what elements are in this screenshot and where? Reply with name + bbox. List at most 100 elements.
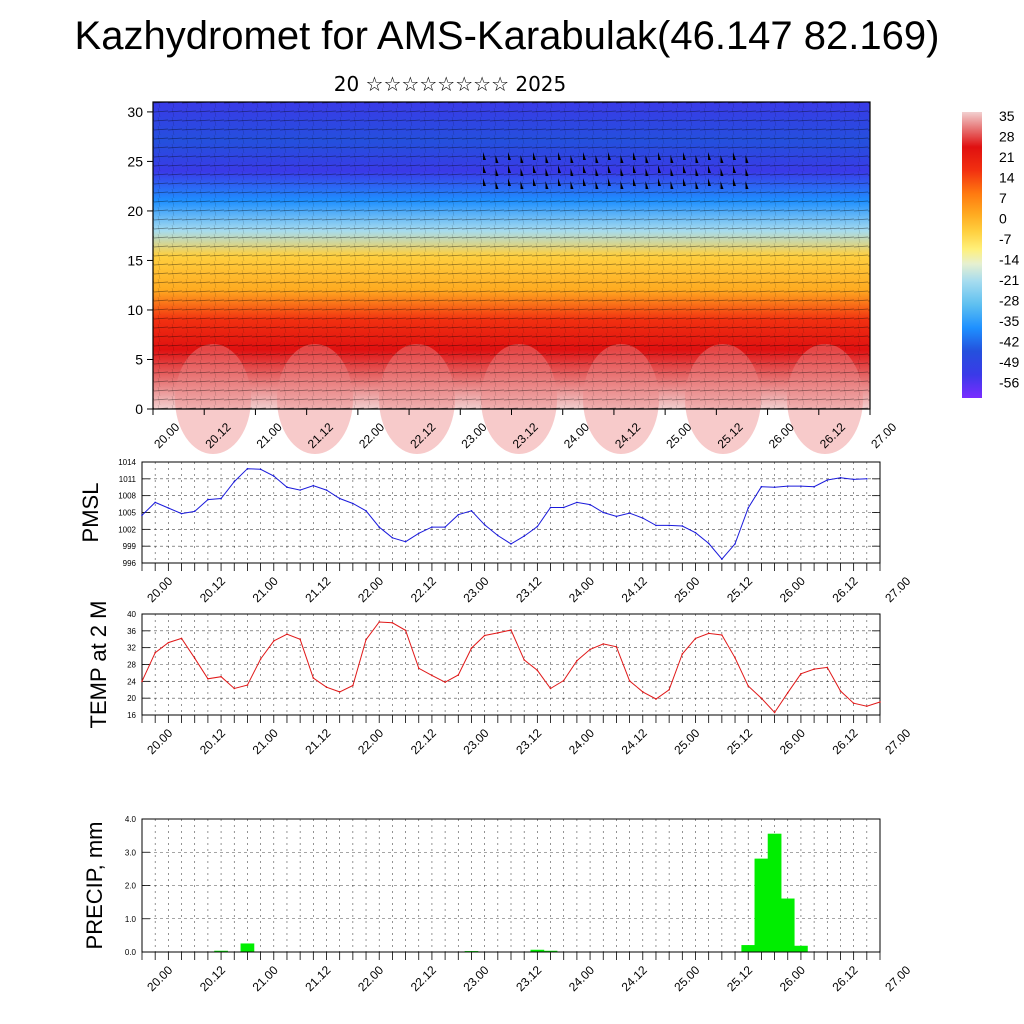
y-tick-label: 20: [127, 203, 143, 219]
x-tick-label: 26.12: [830, 726, 861, 757]
x-tick-label: 23.12: [513, 963, 544, 994]
x-tick-label: 27.00: [868, 420, 899, 451]
wind-barb: [720, 155, 724, 163]
colorbar-label: 14: [999, 170, 1015, 186]
wind-barb: [683, 165, 686, 173]
wind-barb: [570, 155, 574, 163]
wind-barb: [558, 178, 561, 186]
colorbar-label: -56: [999, 375, 1019, 391]
colorbar-label: 28: [999, 129, 1015, 145]
wind-barb: [633, 178, 636, 186]
x-tick-label: 23.00: [461, 574, 492, 605]
data-point: [444, 526, 446, 528]
precip-bar: [780, 898, 795, 953]
data-point: [615, 515, 618, 518]
data-point: [826, 479, 829, 481]
data-point: [602, 643, 605, 645]
data-point: [365, 510, 367, 512]
colorbar-label: 35: [999, 108, 1015, 124]
data-point: [325, 686, 328, 689]
data-point: [641, 691, 644, 693]
data-point: [259, 468, 262, 471]
wind-barb: [495, 168, 499, 176]
data-point: [338, 691, 341, 693]
data-point: [272, 640, 275, 642]
y-axis-label: PRECIP, mm: [82, 822, 107, 950]
wind-barb: [495, 181, 499, 189]
x-tick-label: 23.00: [459, 420, 490, 451]
data-point: [378, 621, 381, 623]
y-tick-label: 10: [127, 302, 143, 318]
x-tick-label: 23.12: [513, 574, 544, 605]
data-point: [694, 637, 697, 640]
data-point: [391, 622, 394, 624]
x-tick-label: 24.12: [619, 726, 650, 757]
x-tick-label: 24.00: [566, 574, 597, 605]
data-point: [641, 517, 644, 519]
x-tick-label: 20.12: [197, 963, 228, 994]
data-point: [852, 478, 855, 481]
data-point: [510, 543, 512, 545]
data-point: [180, 637, 183, 640]
y-tick-label: 28: [127, 661, 136, 670]
wind-barb: [733, 152, 736, 160]
data-point: [773, 711, 776, 714]
data-point: [417, 532, 420, 535]
data-point: [154, 651, 156, 654]
x-tick-label: 24.00: [566, 726, 597, 757]
wind-barb: [520, 155, 524, 163]
data-point: [523, 659, 525, 661]
data-point: [141, 680, 143, 683]
x-tick-label: 22.00: [355, 574, 386, 605]
x-tick-label: 26.00: [777, 726, 808, 757]
wind-barb: [620, 155, 624, 163]
wind-barb: [545, 155, 549, 163]
y-tick-label: 36: [127, 627, 136, 636]
data-point: [615, 646, 618, 648]
wind-barb: [595, 168, 599, 176]
x-tick-label: 25.00: [671, 574, 702, 605]
data-point: [167, 507, 170, 509]
y-tick-label: 1.0: [125, 915, 137, 924]
y-tick-label: 1002: [118, 525, 136, 534]
data-point: [786, 691, 789, 694]
data-point: [536, 525, 539, 528]
wind-barb: [595, 155, 599, 163]
data-point: [655, 524, 657, 527]
y-tick-label: 2.0: [125, 882, 137, 891]
data-point: [286, 486, 288, 489]
data-point: [747, 685, 750, 687]
data-point: [510, 629, 512, 631]
wind-barb: [508, 178, 511, 186]
data-point: [352, 502, 354, 505]
wind-barb: [483, 165, 486, 173]
wind-barb: [633, 152, 636, 160]
y-tick-label: 30: [127, 104, 143, 120]
data-point: [562, 506, 565, 509]
x-tick-label: 24.12: [619, 574, 650, 605]
wind-barb: [708, 178, 711, 186]
x-tick-label: 26.12: [830, 963, 861, 994]
x-tick-label: 22.12: [408, 574, 439, 605]
data-point: [207, 498, 209, 501]
wind-barb: [658, 178, 661, 186]
data-point: [444, 681, 446, 683]
data-point: [852, 702, 855, 705]
data-point: [747, 507, 750, 509]
data-point: [655, 698, 657, 700]
x-tick-label: 21.00: [250, 726, 281, 757]
data-point: [193, 657, 196, 659]
y-tick-label: 40: [127, 610, 136, 619]
colorbar-label: -7: [999, 231, 1012, 247]
x-tick-label: 23.00: [461, 726, 492, 757]
data-point: [562, 679, 565, 682]
series-line: [141, 468, 867, 560]
data-point: [154, 501, 156, 504]
data-point: [589, 503, 591, 506]
x-tick-label: 22.00: [356, 420, 387, 451]
data-point: [378, 526, 381, 528]
wind-barb: [483, 178, 486, 186]
x-tick-label: 27.00: [882, 963, 913, 994]
x-tick-label: 22.00: [355, 726, 386, 757]
wind-barb: [733, 165, 736, 173]
